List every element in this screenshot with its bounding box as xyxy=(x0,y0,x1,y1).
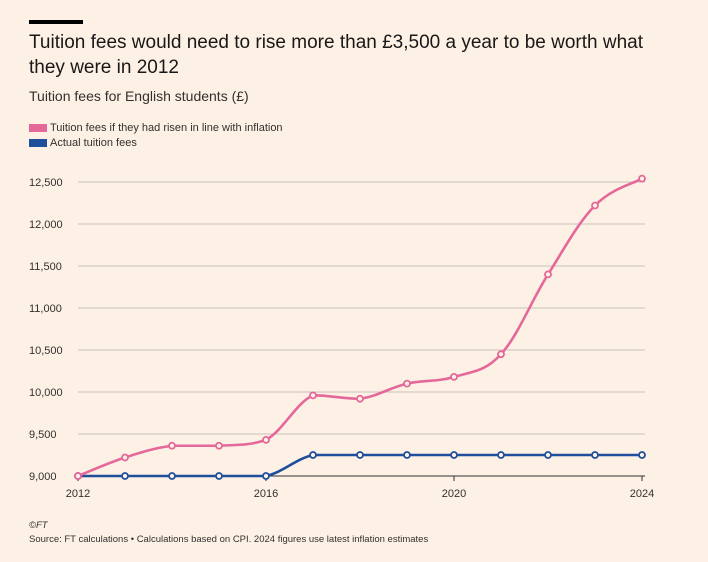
data-point-actual xyxy=(591,451,599,459)
data-point-inflation xyxy=(544,270,552,279)
y-tick-label: 9,500 xyxy=(29,429,57,441)
chart-title: Tuition fees would need to rise more tha… xyxy=(29,32,643,78)
x-tick-label: 2020 xyxy=(442,488,466,500)
data-point-actual xyxy=(121,472,129,480)
data-point-inflation xyxy=(262,435,270,444)
data-point-inflation xyxy=(356,394,364,403)
data-point-inflation xyxy=(121,453,129,462)
data-point-inflation xyxy=(450,372,458,381)
data-point-inflation xyxy=(403,379,411,388)
y-tick-label: 10,500 xyxy=(29,345,63,357)
footer: ©FT Source: FT calculations • Calculatio… xyxy=(29,519,428,547)
x-tick-label: 2024 xyxy=(630,488,654,500)
legend-label-actual: Actual tuition fees xyxy=(50,136,137,149)
data-point-inflation xyxy=(497,350,505,359)
data-point-inflation xyxy=(309,391,317,400)
data-point-actual xyxy=(262,472,270,480)
series-line-inflation xyxy=(76,177,644,478)
legend-label-inflation: Tuition fees if they had risen in line w… xyxy=(50,121,283,134)
legend-item-actual: Actual tuition fees xyxy=(29,135,283,150)
data-point-inflation xyxy=(215,441,223,450)
data-point-inflation xyxy=(638,174,646,183)
data-point-actual xyxy=(638,451,646,459)
y-tick-label: 11,000 xyxy=(29,303,62,315)
y-tick-label: 9,000 xyxy=(29,471,57,483)
chart-subtitle: Tuition fees for English students (£) xyxy=(29,88,249,104)
legend-swatch-actual xyxy=(29,138,47,147)
y-tick-label: 10,000 xyxy=(29,387,63,399)
data-point-actual xyxy=(356,451,364,459)
copyright-text: ©FT xyxy=(29,520,48,531)
legend-swatch-inflation xyxy=(29,123,47,132)
data-point-actual xyxy=(309,451,317,459)
x-tick-label: 2012 xyxy=(66,488,90,500)
data-point-actual xyxy=(450,451,458,459)
y-tick-label: 12,500 xyxy=(29,177,63,189)
data-point-actual xyxy=(544,451,552,459)
data-point-actual xyxy=(403,451,411,459)
source-text: Source: FT calculations • Calculations b… xyxy=(29,534,429,545)
data-point-actual xyxy=(497,451,505,459)
ft-top-bar xyxy=(29,20,83,24)
legend-item-inflation: Tuition fees if they had risen in line w… xyxy=(29,120,283,135)
legend: Tuition fees if they had risen in line w… xyxy=(29,120,283,150)
data-point-inflation xyxy=(591,201,599,210)
y-tick-label: 11,500 xyxy=(29,261,62,273)
data-point-inflation xyxy=(74,472,82,480)
data-point-actual xyxy=(215,472,223,480)
x-tick-label: 2016 xyxy=(254,488,278,500)
data-point-actual xyxy=(168,472,176,480)
data-point-inflation xyxy=(168,441,176,450)
y-tick-label: 12,000 xyxy=(29,219,63,231)
